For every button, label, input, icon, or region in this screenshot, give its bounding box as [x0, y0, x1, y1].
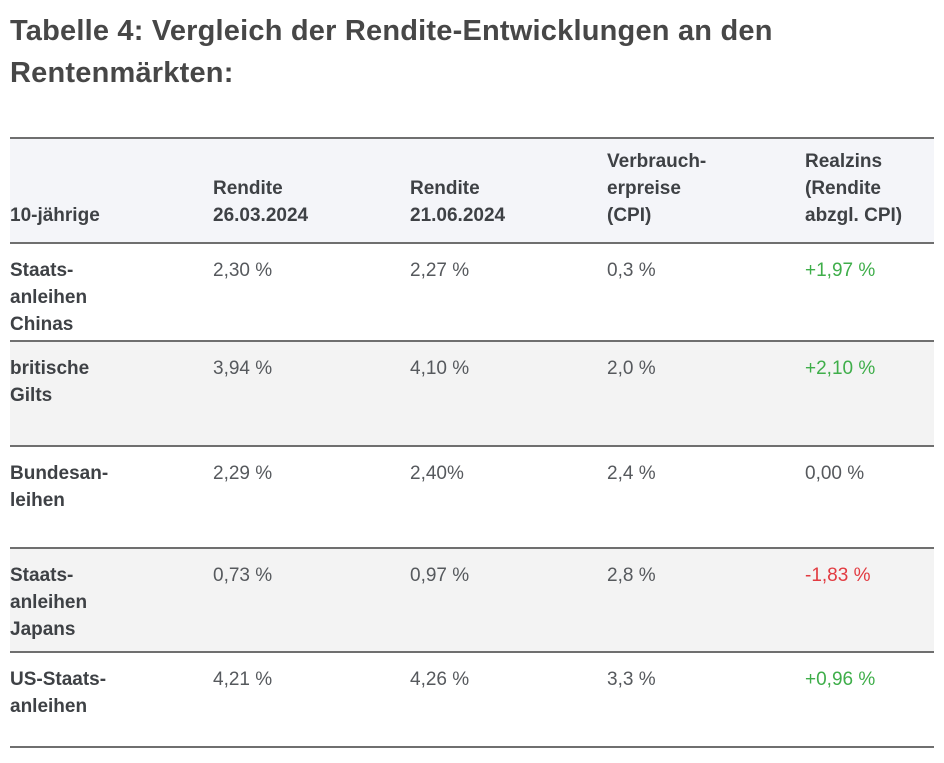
- table-row-uk: britische Gilts 3,94 % 4,10 % 2,0 % +2,1…: [10, 340, 934, 445]
- rendite-march-value: 0,73 %: [213, 565, 273, 586]
- rendite-june-value: 0,97 %: [410, 565, 470, 586]
- rendite-march-value: 2,29 %: [213, 463, 273, 484]
- row-label: Staats- anleihen Japans: [10, 565, 88, 640]
- cpi-value: 3,3 %: [607, 669, 656, 690]
- rendite-june-value: 4,10 %: [410, 358, 470, 379]
- page-title: Tabelle 4: Vergleich der Rendite-Entwick…: [10, 15, 773, 89]
- row-label: britische Gilts: [10, 358, 90, 406]
- column-header-realzins: Realzins (Rendite abzgl. CPI): [805, 151, 903, 226]
- table-row-usa: US-Staats- anleihen 4,21 % 4,26 % 3,3 % …: [10, 651, 934, 746]
- realzins-value: +2,10 %: [805, 358, 876, 379]
- column-header-rendite-march: Rendite 26.03.2024: [213, 178, 309, 226]
- realzins-value: -1,83 %: [805, 565, 871, 586]
- row-label: US-Staats- anleihen: [10, 669, 107, 717]
- cpi-value: 2,0 %: [607, 358, 656, 379]
- row-label: Staats- anleihen Chinas: [10, 260, 88, 335]
- table-row-germany: Bundesan- leihen 2,29 % 2,40% 2,4 % 0,00…: [10, 445, 934, 547]
- column-header-rendite-june: Rendite 21.06.2024: [410, 178, 506, 226]
- rendite-march-value: 3,94 %: [213, 358, 273, 379]
- yield-comparison-table: 10-jährige Rendite 26.03.2024 Rendite 21…: [10, 137, 934, 748]
- realzins-value: 0,00 %: [805, 463, 865, 484]
- cpi-value: 2,8 %: [607, 565, 656, 586]
- table-row-japan: Staats- anleihen Japans 0,73 % 0,97 % 2,…: [10, 547, 934, 651]
- cpi-value: 2,4 %: [607, 463, 656, 484]
- table-header-row: 10-jährige Rendite 26.03.2024 Rendite 21…: [10, 137, 934, 242]
- column-header-cpi: Verbrauch- erpreise (CPI): [607, 151, 707, 226]
- rendite-june-value: 2,27 %: [410, 260, 470, 281]
- row-label: Bundesan- leihen: [10, 463, 109, 511]
- rendite-june-value: 2,40%: [410, 463, 464, 484]
- rendite-march-value: 4,21 %: [213, 669, 273, 690]
- table-row-china: Staats- anleihen Chinas 2,30 % 2,27 % 0,…: [10, 242, 934, 340]
- realzins-value: +1,97 %: [805, 260, 876, 281]
- rendite-june-value: 4,26 %: [410, 669, 470, 690]
- rendite-march-value: 2,30 %: [213, 260, 273, 281]
- realzins-value: +0,96 %: [805, 669, 876, 690]
- column-header-maturity: 10-jährige: [10, 205, 100, 226]
- cpi-value: 0,3 %: [607, 260, 656, 281]
